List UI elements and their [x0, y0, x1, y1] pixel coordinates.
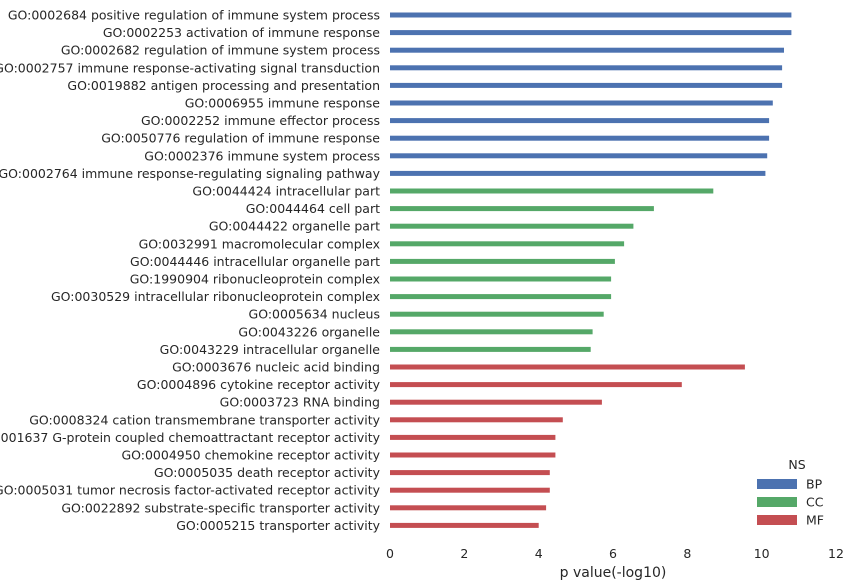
bar-go-0030529: [390, 294, 612, 300]
legend-label-cc: CC: [806, 495, 824, 510]
category-label: GO:0002253 activation of immune response: [103, 25, 380, 40]
category-label: GO:0019882 antigen processing and presen…: [67, 78, 380, 93]
x-axis-title: p value(-log10): [560, 565, 667, 581]
category-label: GO:0003723 RNA binding: [220, 395, 380, 410]
bar-go-0005035: [390, 470, 550, 476]
category-label: GO:0004896 cytokine receptor activity: [137, 377, 381, 392]
bar-go-0019882: [390, 82, 783, 88]
category-label: GO:0002252 immune effector process: [141, 113, 380, 128]
category-label: GO:0030529 intracellular ribonucleoprote…: [51, 289, 380, 304]
bar-go-0022892: [390, 505, 547, 511]
bar-go-0044424: [390, 188, 714, 194]
bar-go-0002376: [390, 153, 768, 159]
category-label: GO:0050776 regulation of immune response: [101, 131, 380, 146]
bar-go-0005215: [390, 522, 539, 528]
bar-go-0043226: [390, 329, 593, 335]
bar-go-0003676: [390, 364, 745, 370]
category-label: GO:0005634 nucleus: [249, 307, 380, 322]
category-labels: GO:0002684 positive regulation of immune…: [0, 8, 381, 533]
category-label: GO:0002757 immune response-activating si…: [0, 60, 380, 75]
category-label: GO:0044424 intracellular part: [192, 184, 380, 199]
bar-go-0004950: [390, 452, 556, 458]
category-label: GO:0044464 cell part: [246, 201, 380, 216]
bar-go-0044422: [390, 223, 634, 229]
category-label: GO:0043226 organelle: [238, 324, 380, 339]
bar-go-0006955: [390, 100, 773, 106]
category-label: GO:0002764 immune response-regulating si…: [0, 166, 381, 181]
category-label: GO:0002376 immune system process: [144, 148, 380, 163]
x-axis: 0 2 4 6 8 10 12: [386, 546, 844, 561]
bars-layer: [390, 12, 792, 528]
bar-go-0002684: [390, 12, 792, 18]
bar-go-0001637: [390, 434, 556, 440]
bar-go-0044464: [390, 206, 654, 212]
bar-go-0032991: [390, 241, 625, 247]
legend-swatch-cc: [757, 497, 797, 507]
x-tick-label: 6: [609, 546, 617, 561]
category-label: GO:0005215 transporter activity: [176, 518, 380, 533]
bar-go-0005031: [390, 487, 550, 493]
category-label: GO:0005031 tumor necrosis factor-activat…: [0, 483, 381, 498]
legend-title: NS: [788, 457, 805, 472]
x-tick-label: 12: [828, 546, 844, 561]
category-label: GO:0004950 chemokine receptor activity: [121, 448, 380, 463]
bar-go-0044446: [390, 258, 615, 264]
category-label: GO:0006955 immune response: [185, 96, 381, 111]
bar-go-1990904: [390, 276, 612, 282]
bar-go-0002682: [390, 47, 784, 53]
legend: NS BP CC MF: [757, 457, 824, 528]
legend-swatch-mf: [757, 515, 797, 525]
category-label: GO:0032991 macromolecular complex: [139, 236, 380, 251]
legend-swatch-bp: [757, 479, 797, 489]
bar-go-0002253: [390, 30, 792, 36]
category-label: GO:0022892 substrate-specific transporte…: [61, 500, 380, 515]
bar-go-0008324: [390, 417, 563, 423]
bar-go-0002764: [390, 170, 766, 176]
bar-go-0003723: [390, 399, 602, 405]
category-label: GO:0003676 nucleic acid binding: [172, 360, 380, 375]
category-label: GO:0005035 death receptor activity: [154, 465, 381, 480]
legend-label-bp: BP: [806, 477, 823, 492]
x-tick-label: 0: [386, 546, 394, 561]
legend-label-mf: MF: [806, 513, 824, 528]
bar-go-0002252: [390, 118, 770, 124]
x-tick-label: 4: [535, 546, 543, 561]
category-label: GO:0044422 organelle part: [209, 219, 380, 234]
category-label: GO:0002682 regulation of immune system p…: [61, 43, 380, 58]
category-label: GO:0044446 intracellular organelle part: [130, 254, 380, 269]
category-label: GO:0001637 G-protein coupled chemoattrac…: [0, 430, 381, 445]
category-label: GO:1990904 ribonucleoprotein complex: [130, 272, 380, 287]
bar-go-0005634: [390, 311, 604, 317]
x-tick-label: 8: [683, 546, 691, 561]
bar-go-0004896: [390, 382, 682, 388]
bar-go-0050776: [390, 135, 770, 141]
category-label: GO:0008324 cation transmembrane transpor…: [29, 412, 380, 427]
x-tick-label: 10: [754, 546, 770, 561]
x-tick-label: 2: [460, 546, 468, 561]
bar-go-0002757: [390, 65, 783, 71]
category-label: GO:0002684 positive regulation of immune…: [8, 8, 380, 23]
bar-go-0043229: [390, 346, 591, 352]
category-label: GO:0043229 intracellular organelle: [160, 342, 381, 357]
